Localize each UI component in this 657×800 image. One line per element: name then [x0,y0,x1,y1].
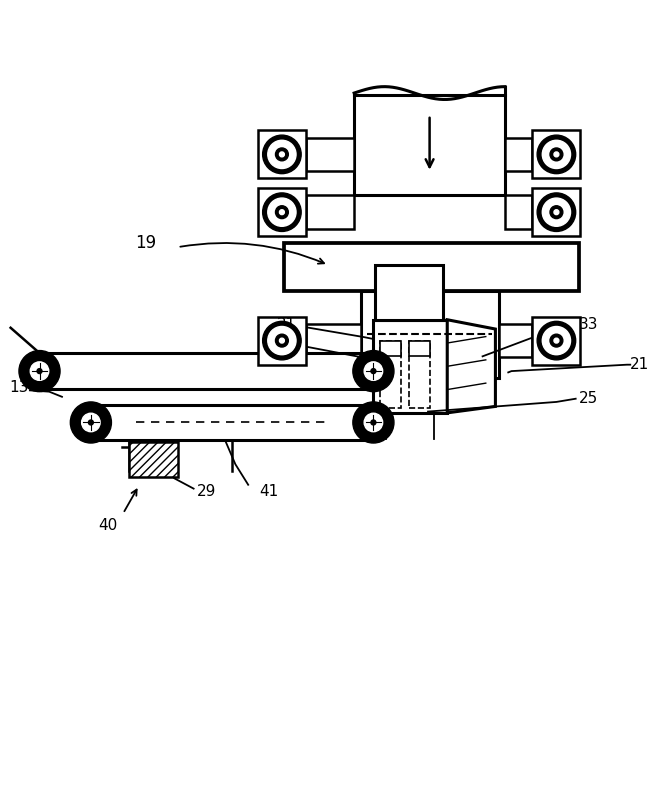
Bar [258,188,306,236]
Circle shape [542,198,570,226]
Text: 13: 13 [9,380,29,394]
Circle shape [554,152,559,157]
Text: 31: 31 [277,337,296,352]
Circle shape [70,402,112,443]
Circle shape [364,362,382,380]
Text: 19: 19 [135,234,156,252]
Circle shape [537,135,576,174]
Circle shape [554,210,559,214]
Text: 41: 41 [259,484,279,498]
Circle shape [263,135,301,174]
Bar [354,95,505,194]
Polygon shape [447,320,495,413]
Bar [91,405,373,440]
Circle shape [279,152,284,157]
Circle shape [537,193,576,231]
Text: 40: 40 [99,518,118,533]
Circle shape [371,420,376,425]
Bar [373,320,447,413]
Bar [532,130,581,178]
Bar [532,188,581,236]
Bar [499,324,532,358]
Circle shape [550,334,563,347]
Text: 21: 21 [630,357,650,372]
Circle shape [268,326,296,354]
Bar [361,291,499,378]
Circle shape [19,350,60,392]
Bar [505,138,532,171]
Bar [380,341,401,408]
Circle shape [268,198,296,226]
Circle shape [353,350,394,392]
Bar [375,265,443,320]
Bar [39,354,373,389]
Bar [258,317,306,365]
Bar [380,341,401,356]
Bar [409,341,430,356]
Circle shape [275,334,288,347]
Bar [129,442,177,477]
Bar [505,195,532,229]
Text: 33: 33 [579,317,599,332]
Bar [306,195,354,229]
Circle shape [30,362,49,380]
Circle shape [537,322,576,360]
Circle shape [263,193,301,231]
Circle shape [550,206,563,218]
Circle shape [371,369,376,374]
Text: 21: 21 [277,317,296,332]
Circle shape [364,414,382,432]
Bar [409,341,430,408]
Circle shape [275,206,288,218]
Bar [532,317,581,365]
Circle shape [542,326,570,354]
Bar [306,324,361,358]
Text: 25: 25 [579,391,598,406]
Circle shape [353,402,394,443]
Circle shape [279,210,284,214]
Circle shape [554,338,559,343]
Circle shape [279,338,284,343]
Bar [258,130,306,178]
Circle shape [550,148,563,161]
Circle shape [542,140,570,169]
Circle shape [268,140,296,169]
Circle shape [275,148,288,161]
Circle shape [37,369,42,374]
Circle shape [81,414,100,432]
Circle shape [263,322,301,360]
Bar [284,242,579,291]
Text: 29: 29 [197,484,216,498]
Bar [306,138,354,171]
Circle shape [89,420,93,425]
